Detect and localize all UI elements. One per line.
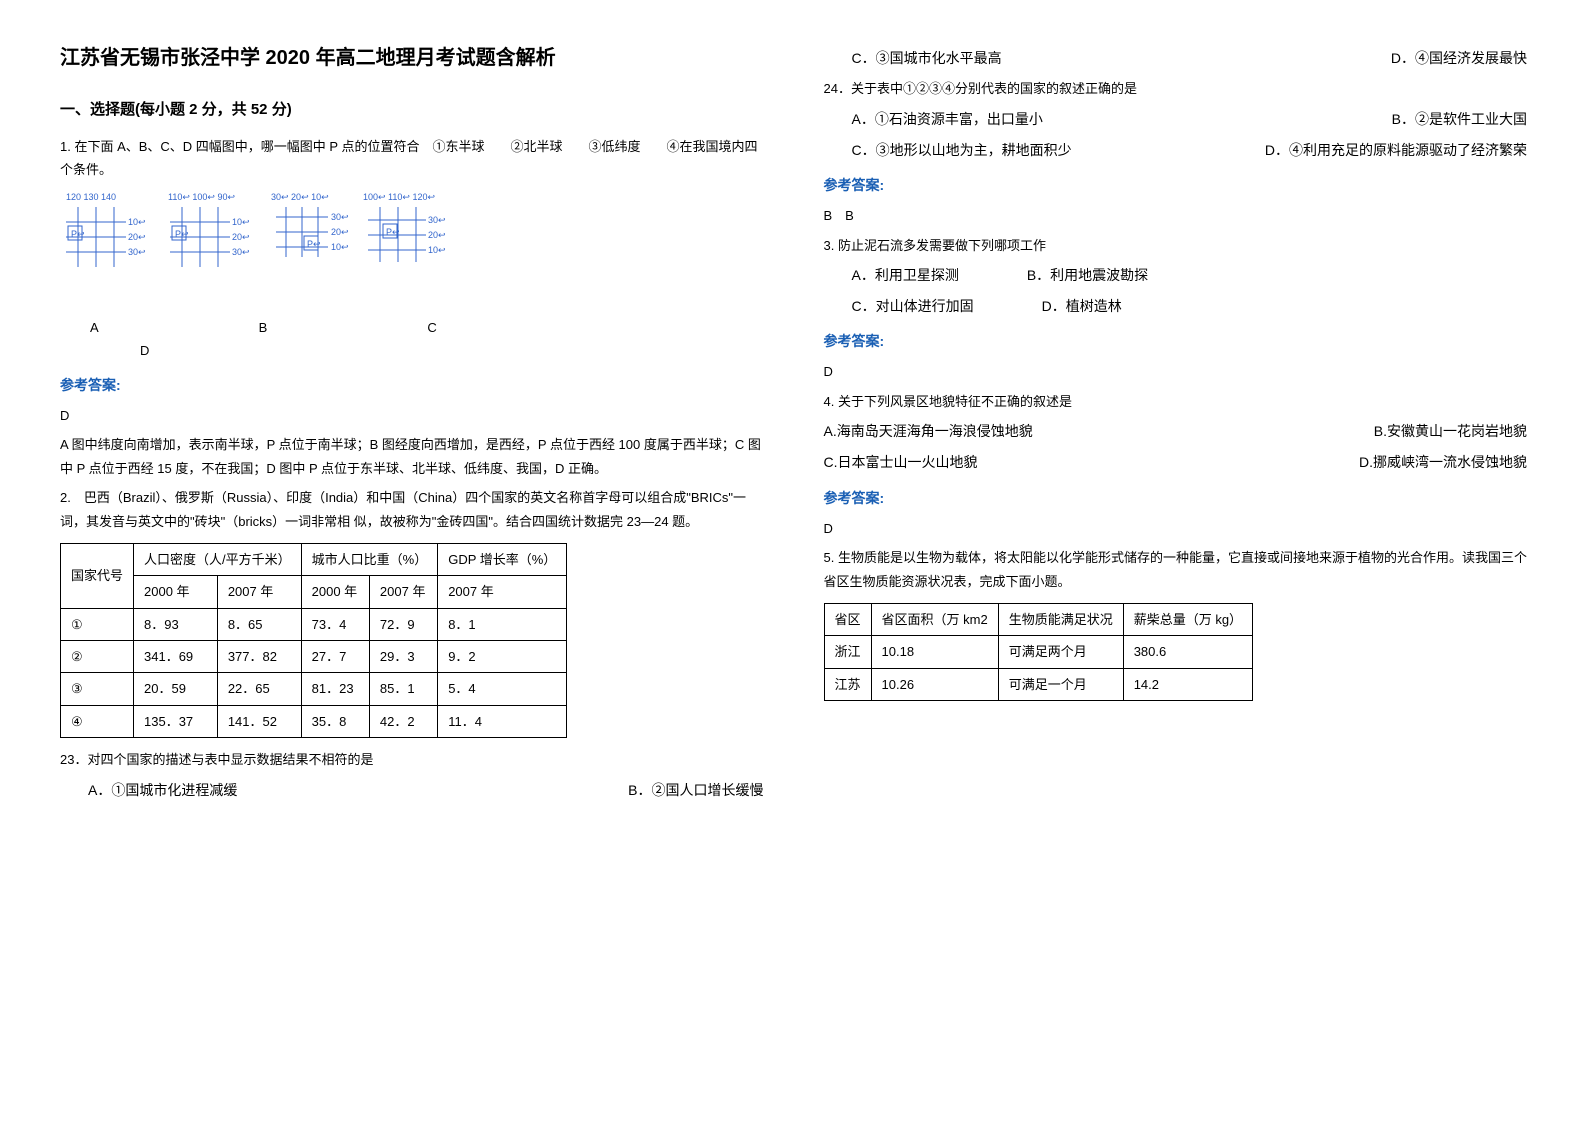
- q3-opt-b: B．利用地震波勘探: [999, 263, 1148, 288]
- q4-opt-a: A.海南岛天涯海角一海浪侵蚀地貌: [824, 419, 1033, 444]
- answer-label: 参考答案:: [824, 486, 1528, 511]
- th-gdp: GDP 增长率（%）: [438, 543, 567, 575]
- svg-text:20↩: 20↩: [232, 232, 250, 242]
- svg-text:100↩ 110↩ 120↩: 100↩ 110↩ 120↩: [363, 192, 435, 202]
- table-row: ② 341．69 377．82 27．7 29．3 9．2: [61, 641, 567, 673]
- table-brics: 国家代号 人口密度（人/平方千米） 城市人口比重（%） GDP 增长率（%） 2…: [60, 543, 567, 738]
- q4-stem: 4. 关于下列风景区地貌特征不正确的叙述是: [824, 390, 1528, 413]
- table-row: 浙江 10.18 可满足两个月 380.6: [824, 636, 1253, 668]
- q3-stem: 3. 防止泥石流多发需要做下列哪项工作: [824, 234, 1528, 257]
- q1-diagram: 120 130 140 10↩ 20↩ 30↩ P↩ 110↩ 100↩ 90↩: [60, 192, 764, 363]
- svg-text:P↩: P↩: [386, 227, 400, 237]
- th-urban: 城市人口比重（%）: [301, 543, 438, 575]
- svg-text:10↩: 10↩: [232, 217, 250, 227]
- table-row: ③ 20．59 22．65 81．23 85．1 5．4: [61, 673, 567, 705]
- table-row: ④ 135．37 141．52 35．8 42．2 11．4: [61, 705, 567, 737]
- q4-opt-d: D.挪威峡湾一流水侵蚀地貌: [1359, 450, 1527, 475]
- th-country: 国家代号: [61, 543, 134, 608]
- svg-text:30↩ 20↩ 10↩: 30↩ 20↩ 10↩: [271, 192, 329, 202]
- svg-text:10↩: 10↩: [128, 217, 146, 227]
- svg-text:20↩: 20↩: [428, 230, 446, 240]
- th-satisfy: 生物质能满足状况: [998, 604, 1123, 636]
- svg-text:P↩: P↩: [175, 229, 189, 239]
- q23-24-answer: B B: [824, 204, 1528, 227]
- q3-answer: D: [824, 360, 1528, 383]
- q5-stem: 5. 生物质能是以生物为载体，将太阳能以化学能形式储存的一种能量，它直接或间接地…: [824, 546, 1528, 593]
- table-biomass: 省区 省区面积（万 km2 生物质能满足状况 薪柴总量（万 kg） 浙江 10.…: [824, 603, 1254, 701]
- svg-text:20↩: 20↩: [331, 227, 349, 237]
- th-province: 省区: [824, 604, 871, 636]
- q24-opt-a: A．①石油资源丰富，出口量小: [824, 107, 1043, 132]
- table-row: ① 8．93 8．65 73．4 72．9 8．1: [61, 608, 567, 640]
- table-row: 江苏 10.26 可满足一个月 14.2: [824, 668, 1253, 700]
- q3-opt-a: A．利用卫星探测: [824, 263, 959, 288]
- svg-text:10↩: 10↩: [428, 245, 446, 255]
- q4-opt-b: B.安徽黄山一花岗岩地貌: [1374, 419, 1527, 444]
- q3-opt-c: C．对山体进行加固: [824, 294, 974, 319]
- svg-text:30↩: 30↩: [232, 247, 250, 257]
- th-y2007-1: 2007 年: [217, 576, 301, 608]
- q23-opt-b: B．②国人口增长缓慢: [628, 778, 763, 803]
- answer-label: 参考答案:: [824, 173, 1528, 198]
- q23-stem: 23．对四个国家的描述与表中显示数据结果不相符的是: [60, 748, 764, 771]
- q24-stem: 24．关于表中①②③④分别代表的国家的叙述正确的是: [824, 77, 1528, 100]
- svg-text:120 130 140: 120 130 140: [66, 192, 116, 202]
- answer-label: 参考答案:: [60, 373, 764, 398]
- th-y2007-3: 2007 年: [438, 576, 567, 608]
- q24-opt-b: B．②是软件工业大国: [1392, 107, 1527, 132]
- svg-text:30↩: 30↩: [128, 247, 146, 257]
- diagram-label-c: C: [427, 316, 436, 339]
- answer-label: 参考答案:: [824, 329, 1528, 354]
- svg-text:P↩: P↩: [71, 229, 85, 239]
- q1-explain: A 图中纬度向南增加，表示南半球，P 点位于南半球；B 图经度向西增加，是西经，…: [60, 433, 764, 480]
- q24-opt-d: D．④利用充足的原料能源驱动了经济繁荣: [1265, 138, 1527, 163]
- q1-answer: D: [60, 404, 764, 427]
- q1-stem: 1. 在下面 A、B、C、D 四幅图中，哪一幅图中 P 点的位置符合 ①东半球 …: [60, 135, 764, 182]
- diagram-label-a: A: [90, 316, 99, 339]
- q4-opt-c: C.日本富士山一火山地貌: [824, 450, 978, 475]
- q2-stem: 2. 巴西（Brazil）、俄罗斯（Russia）、印度（India）和中国（C…: [60, 486, 764, 533]
- diagram-label-d: D: [60, 339, 764, 362]
- q23-opt-c: C．③国城市化水平最高: [824, 46, 1002, 71]
- th-firewood: 薪柴总量（万 kg）: [1123, 604, 1252, 636]
- section-title: 一、选择题(每小题 2 分，共 52 分): [60, 96, 764, 123]
- th-y2007-2: 2007 年: [369, 576, 437, 608]
- th-density: 人口密度（人/平方千米）: [134, 543, 302, 575]
- q24-opt-c: C．③地形以山地为主，耕地面积少: [824, 138, 1072, 163]
- th-y2000-1: 2000 年: [134, 576, 218, 608]
- q23-opt-d: D．④国经济发展最快: [1391, 46, 1527, 71]
- diagram-label-b: B: [259, 316, 268, 339]
- svg-text:P↩: P↩: [307, 239, 321, 249]
- q3-opt-d: D．植树造林: [1014, 294, 1122, 319]
- svg-text:20↩: 20↩: [128, 232, 146, 242]
- th-y2000-2: 2000 年: [301, 576, 369, 608]
- svg-text:10↩: 10↩: [331, 242, 349, 252]
- svg-text:110↩ 100↩ 90↩: 110↩ 100↩ 90↩: [168, 192, 235, 202]
- q23-opt-a: A．①国城市化进程减缓: [60, 778, 237, 803]
- th-area: 省区面积（万 km2: [871, 604, 998, 636]
- q4-answer: D: [824, 517, 1528, 540]
- svg-text:30↩: 30↩: [428, 215, 446, 225]
- svg-text:30↩: 30↩: [331, 212, 349, 222]
- page-title: 江苏省无锡市张泾中学 2020 年高二地理月考试题含解析: [60, 40, 764, 76]
